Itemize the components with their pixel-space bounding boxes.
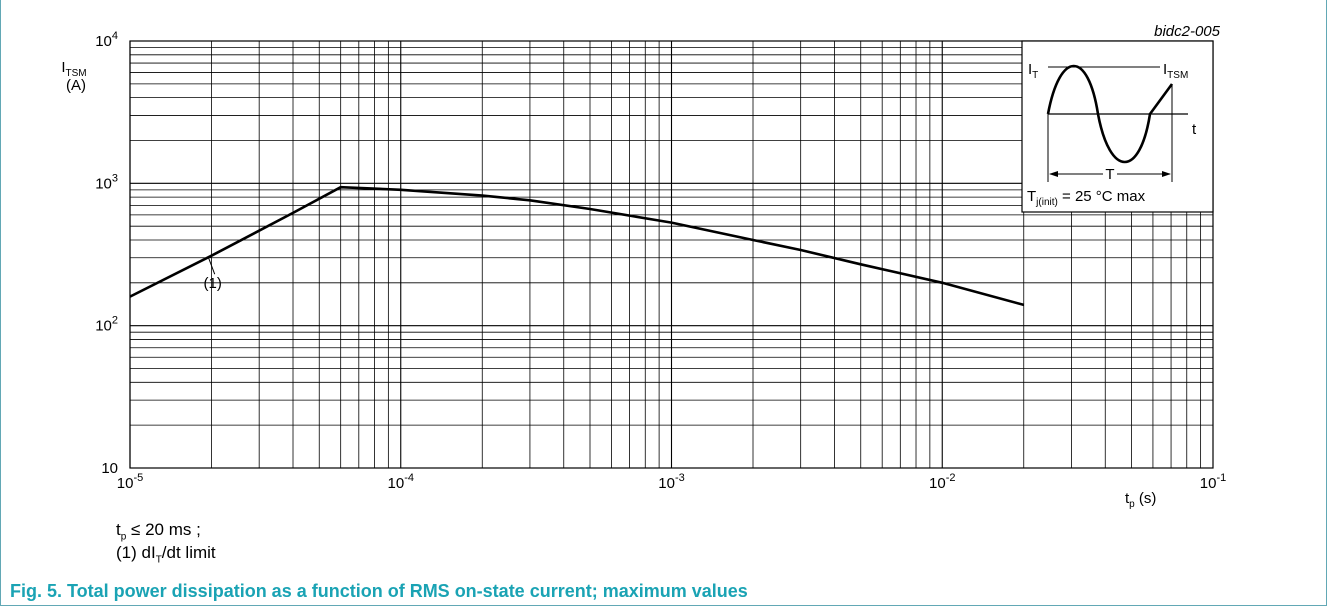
inset-arrowhead-left [1049,171,1058,177]
series-line-1 [129,185,1025,307]
plot-border [129,40,1214,469]
series-1-leader-line [208,257,216,275]
inset-label-itsm: ITSM [1163,61,1188,81]
inset-box [1021,40,1214,213]
inset-period-label: T [1105,166,1114,183]
inset-arrowhead-right [1162,171,1171,177]
y-tick-label: 102 [95,315,118,335]
y-tick-label: 104 [95,30,118,50]
waveform-inset: T IT ITSM t Tj(init) = 25 °C max [1021,40,1214,213]
y-axis-label: ITSM [61,59,86,79]
inset-period-label-bg [1103,165,1117,181]
x-tick-labels: 10-5 10-4 10-3 10-2 10-1 [117,472,1226,492]
y-tick-labels: 10 102 103 104 [95,30,118,477]
figure-caption: Fig. 5. Total power dissipation as a fun… [10,581,748,601]
x-tick-label: 10-2 [929,472,955,492]
y-tick-label: 103 [95,172,118,192]
inset-sine-wave [1046,64,1174,164]
x-tick-label: 10-1 [1200,472,1226,492]
series-1-label: (1) [204,275,222,292]
x-tick-label: 10-4 [388,472,414,492]
inset-label-it: IT [1028,61,1038,81]
x-tick-label: 10-3 [658,472,684,492]
y-tick-label: 10 [101,460,118,477]
note-pulse-duration: tp ≤ 20 ms ; [116,520,201,543]
figure-code: bidc2-005 [1154,23,1221,40]
inset-time-label: t [1192,121,1197,138]
inset-temperature: Tj(init) = 25 °C max [1027,188,1146,208]
note-dit-limit: (1) dIT/dt limit [116,543,216,566]
x-axis-label: tp (s) [1125,490,1156,510]
x-tick-label: 10-5 [117,472,143,492]
y-axis-unit: (A) [66,77,86,94]
